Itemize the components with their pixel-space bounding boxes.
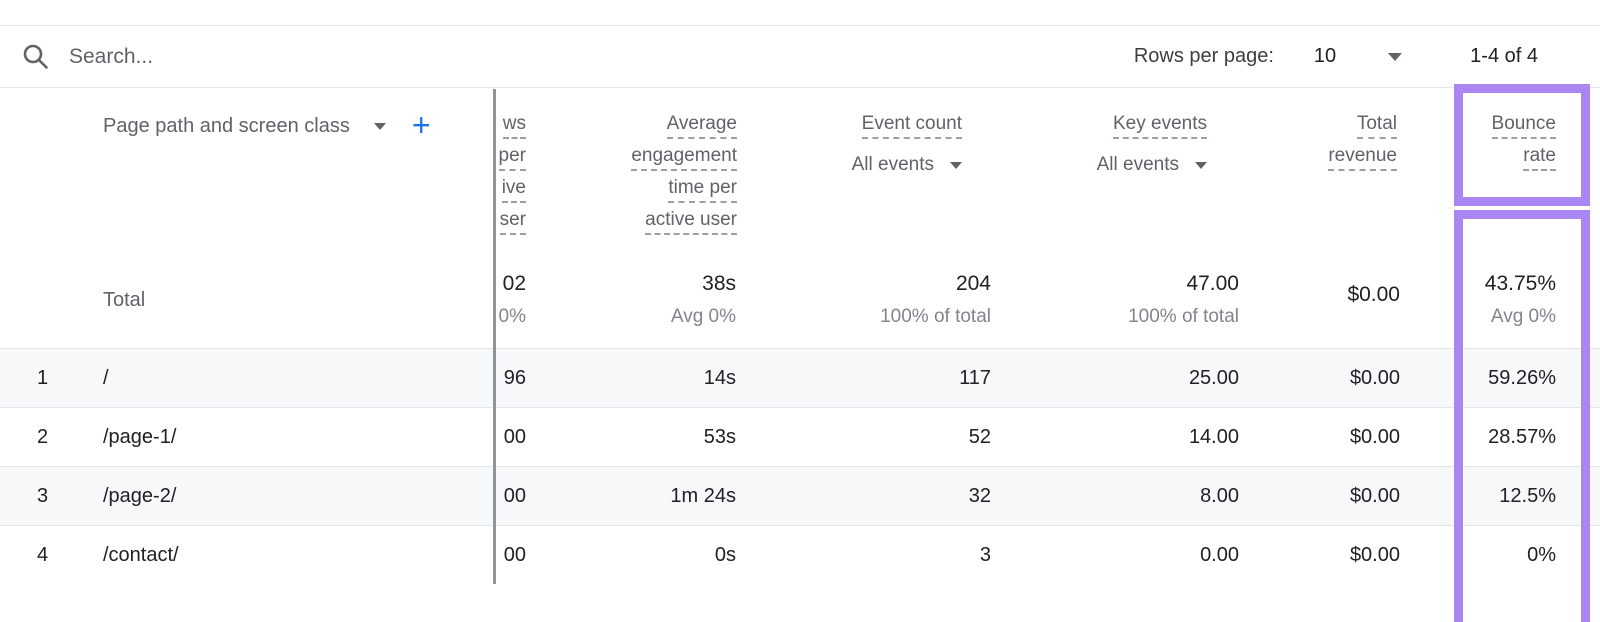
event-count-filter[interactable]: All events (852, 154, 962, 176)
page-path-value[interactable]: /contact/ (103, 543, 179, 566)
key-events-filter[interactable]: All events (1097, 154, 1207, 176)
header-line: active user (645, 209, 737, 235)
header-line: engagement (631, 145, 737, 171)
bounce-rate-value: 28.57% (1488, 425, 1556, 448)
row-range-label: 1-4 of 4 (1470, 45, 1538, 67)
total-subvalue: Avg 0% (1490, 306, 1556, 327)
column-header-key-events[interactable]: Key events All events (1097, 113, 1207, 176)
filter-dropdown-icon (1195, 161, 1207, 169)
total-revenue-cell: $0.00 (1243, 283, 1404, 317)
total-revenue-value: $0.00 (1349, 425, 1400, 448)
table-toolbar: Rows per page: 10 1-4 of 4 (0, 25, 1600, 88)
event-count-value: 117 (959, 366, 991, 389)
pagination-controls: Rows per page: 10 1-4 of 4 (1134, 45, 1600, 68)
rows-per-page-dropdown-icon[interactable] (1388, 52, 1403, 61)
table-row[interactable]: 4 /contact/ 00 0s 3 0.00 $0.00 0% (0, 525, 1600, 584)
total-avg-cell: 38s Avg 0% (530, 272, 740, 328)
search-bar[interactable] (0, 43, 1134, 70)
event-count-value: 3 (979, 543, 991, 566)
header-line: revenue (1328, 145, 1397, 171)
avg-engagement-value: 53s (703, 425, 736, 448)
event-count-value: 52 (968, 425, 991, 448)
total-bounce-rate-cell: 43.75% Avg 0% (1404, 272, 1560, 328)
total-revenue-value: $0.00 (1349, 484, 1400, 507)
header-line: Total (1356, 113, 1397, 139)
header-line: Average (666, 113, 737, 139)
dimension-dropdown-icon[interactable] (373, 123, 386, 130)
table-row[interactable]: 2 /page-1/ 00 53s 52 14.00 $0.00 28.57% (0, 407, 1600, 466)
add-dimension-icon[interactable]: + (411, 106, 431, 143)
key-events-value: 14.00 (1188, 425, 1239, 448)
column-resize-divider[interactable] (493, 89, 496, 584)
total-row: Total 02 0% 38s Avg 0% 204 100% of total… (0, 252, 1600, 348)
header-line: Bounce (1491, 113, 1556, 139)
search-icon (22, 43, 49, 70)
total-value: 47.00 (1186, 272, 1239, 295)
table-header: Page path and screen class + ws per ive … (0, 89, 1600, 252)
page-path-value[interactable]: / (103, 366, 109, 389)
views-value: 00 (503, 484, 526, 507)
row-index: 3 (37, 484, 49, 507)
total-subvalue: 0% (498, 306, 526, 327)
column-header-event-count[interactable]: Event count All events (852, 113, 962, 176)
total-value: 43.75% (1484, 272, 1556, 295)
rows-per-page-value[interactable]: 10 (1313, 45, 1337, 67)
total-key-events-cell: 47.00 100% of total (995, 272, 1243, 328)
column-header-avg-engagement-time[interactable]: Average engagement time per active user (631, 113, 737, 241)
table-row[interactable]: 1 / 96 14s 117 25.00 $0.00 59.26% (0, 348, 1600, 407)
bounce-rate-value: 59.26% (1488, 366, 1556, 389)
filter-dropdown-icon (950, 161, 962, 169)
bounce-rate-column-highlight (1454, 210, 1590, 622)
row-index: 4 (37, 543, 49, 566)
search-input[interactable] (67, 43, 571, 70)
row-index: 2 (37, 425, 49, 448)
total-value: 204 (955, 272, 991, 295)
views-value: 00 (503, 425, 526, 448)
avg-engagement-value: 1m 24s (670, 484, 736, 507)
total-value: 38s (702, 272, 736, 295)
avg-engagement-value: 0s (714, 543, 736, 566)
key-events-value: 0.00 (1200, 543, 1239, 566)
total-value: $0.00 (1347, 283, 1400, 306)
total-events-cell: 204 100% of total (740, 272, 995, 328)
header-line: ser (499, 209, 526, 235)
total-subvalue: 100% of total (1128, 306, 1239, 327)
bounce-rate-value: 12.5% (1499, 484, 1556, 507)
filter-label: All events (1096, 154, 1179, 175)
dimension-header[interactable]: Page path and screen class + (103, 106, 431, 143)
table-row[interactable]: 3 /page-2/ 00 1m 24s 32 8.00 $0.00 12.5% (0, 466, 1600, 525)
header-line: ive (501, 177, 526, 203)
avg-engagement-value: 14s (703, 366, 736, 389)
page-path-value[interactable]: /page-1/ (103, 425, 177, 448)
views-value: 96 (503, 366, 526, 389)
total-revenue-value: $0.00 (1349, 543, 1400, 566)
header-line: rate (1523, 145, 1556, 171)
filter-label: All events (851, 154, 934, 175)
bounce-rate-header-highlight (1454, 84, 1590, 206)
column-header-total-revenue[interactable]: Total revenue (1328, 113, 1397, 177)
header-line: Event count (861, 113, 962, 139)
total-revenue-value: $0.00 (1349, 366, 1400, 389)
total-value: 02 (502, 272, 526, 295)
column-header-views-per-active-user[interactable]: ws per ive ser (498, 113, 526, 241)
total-label: Total (103, 288, 146, 311)
event-count-value: 32 (968, 484, 991, 507)
column-header-bounce-rate[interactable]: Bounce rate (1491, 113, 1556, 177)
key-events-value: 25.00 (1188, 366, 1239, 389)
key-events-value: 8.00 (1200, 484, 1239, 507)
views-value: 00 (503, 543, 526, 566)
header-line: Key events (1113, 113, 1207, 139)
row-index: 1 (37, 366, 49, 389)
bounce-rate-value: 0% (1527, 543, 1556, 566)
header-line: time per (668, 177, 737, 203)
table-body: 1 / 96 14s 117 25.00 $0.00 59.26% 2 /pag… (0, 348, 1600, 584)
total-subvalue: Avg 0% (670, 306, 736, 327)
page-path-value[interactable]: /page-2/ (103, 484, 177, 507)
total-subvalue: 100% of total (880, 306, 991, 327)
rows-per-page-label: Rows per page: (1133, 45, 1274, 67)
header-line: ws (502, 113, 526, 139)
dimension-header-label: Page path and screen class (103, 115, 350, 137)
total-views-cell: 02 0% (360, 272, 530, 328)
header-line: per (498, 145, 526, 171)
